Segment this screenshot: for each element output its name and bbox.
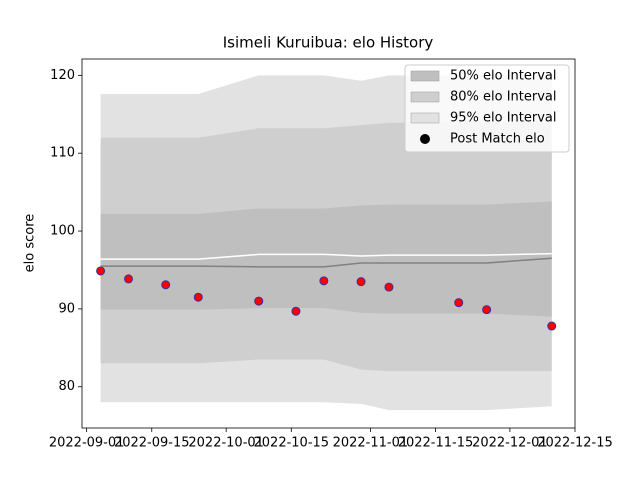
chart-title: Isimeli Kuruibua: elo History (223, 34, 434, 52)
center-line (100, 252, 552, 260)
y-tick-label: 110 (50, 146, 75, 161)
x-tick-label: 2022-09-15 (114, 436, 190, 451)
center-line (100, 257, 552, 268)
legend-marker (420, 134, 430, 144)
y-axis-label: elo score (23, 214, 38, 273)
y-tick-label: 80 (58, 379, 75, 394)
data-point (319, 276, 329, 286)
legend-box (404, 64, 570, 153)
data-point (454, 298, 464, 308)
x-tick-label: 2022-12-15 (537, 436, 613, 451)
data-point (161, 280, 171, 290)
y-tick-label: 120 (50, 68, 75, 83)
legend-swatch (410, 91, 440, 103)
legend-label: 95% elo Interval (450, 111, 557, 126)
data-point (384, 282, 394, 292)
data-point (482, 305, 492, 315)
data-point (96, 266, 106, 276)
data-point (547, 321, 557, 331)
data-point (291, 306, 301, 316)
x-tick-label: 2022-11-15 (398, 436, 474, 451)
data-point (193, 292, 203, 302)
x-tick-label: 2022-10-01 (188, 436, 264, 451)
legend-swatch (410, 70, 440, 82)
x-tick-label: 2022-11-01 (333, 436, 409, 451)
x-tick-label: 2022-10-15 (254, 436, 330, 451)
x-tick-label: 2022-12-01 (472, 436, 548, 451)
interval-band (100, 201, 552, 317)
y-tick-label: 90 (58, 301, 75, 316)
x-tick-label: 2022-09-01 (49, 436, 125, 451)
plot-frame (81, 58, 576, 429)
legend-label: 50% elo Interval (450, 69, 557, 84)
y-tick-label: 100 (50, 224, 75, 239)
data-point (356, 277, 366, 287)
legend-label: Post Match elo (450, 132, 545, 147)
legend-label: 80% elo Interval (450, 90, 557, 105)
data-point (254, 296, 264, 306)
legend-swatch (410, 112, 440, 124)
data-point (124, 274, 134, 284)
